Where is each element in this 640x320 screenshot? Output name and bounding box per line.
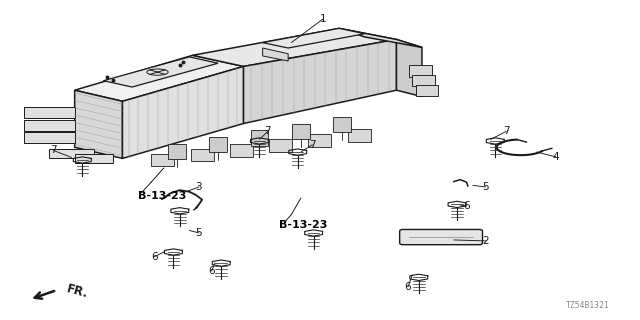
Bar	[230, 144, 253, 156]
Bar	[152, 154, 174, 166]
Text: 7: 7	[264, 126, 271, 136]
Bar	[24, 107, 75, 118]
Bar	[409, 66, 431, 77]
Text: B-13-23: B-13-23	[278, 220, 327, 230]
Polygon shape	[339, 28, 422, 47]
Text: 5: 5	[196, 228, 202, 238]
Polygon shape	[75, 55, 244, 101]
Text: 7: 7	[309, 140, 316, 150]
Text: 6: 6	[404, 282, 412, 292]
Text: 6: 6	[151, 252, 157, 262]
Bar	[412, 75, 435, 86]
Bar	[24, 132, 75, 143]
Text: 4: 4	[552, 152, 559, 162]
Bar	[269, 139, 292, 152]
Text: TZ54B1321: TZ54B1321	[566, 301, 610, 310]
Polygon shape	[122, 67, 244, 158]
Bar	[333, 117, 351, 132]
Bar	[415, 84, 438, 96]
Text: 6: 6	[209, 266, 215, 276]
Text: 7: 7	[503, 126, 509, 136]
Bar	[24, 120, 75, 131]
Text: 2: 2	[483, 236, 489, 246]
Bar	[75, 154, 113, 163]
Text: 7: 7	[51, 146, 57, 156]
Bar	[49, 149, 94, 158]
Text: 6: 6	[463, 201, 470, 211]
Polygon shape	[396, 39, 422, 97]
Bar	[308, 134, 332, 147]
Polygon shape	[193, 28, 396, 67]
Text: 5: 5	[483, 182, 489, 192]
Text: B-13-23: B-13-23	[138, 191, 187, 202]
Polygon shape	[75, 90, 122, 158]
Polygon shape	[103, 57, 218, 87]
Bar	[191, 149, 214, 162]
Bar	[292, 124, 310, 139]
Bar	[209, 137, 227, 152]
Polygon shape	[262, 28, 365, 48]
Text: 1: 1	[320, 14, 326, 24]
Text: 3: 3	[196, 182, 202, 192]
Polygon shape	[244, 39, 396, 124]
Bar	[168, 144, 186, 159]
FancyBboxPatch shape	[399, 229, 483, 245]
Text: FR.: FR.	[65, 282, 90, 300]
Bar	[348, 129, 371, 142]
Bar	[250, 131, 268, 146]
Polygon shape	[262, 48, 288, 61]
